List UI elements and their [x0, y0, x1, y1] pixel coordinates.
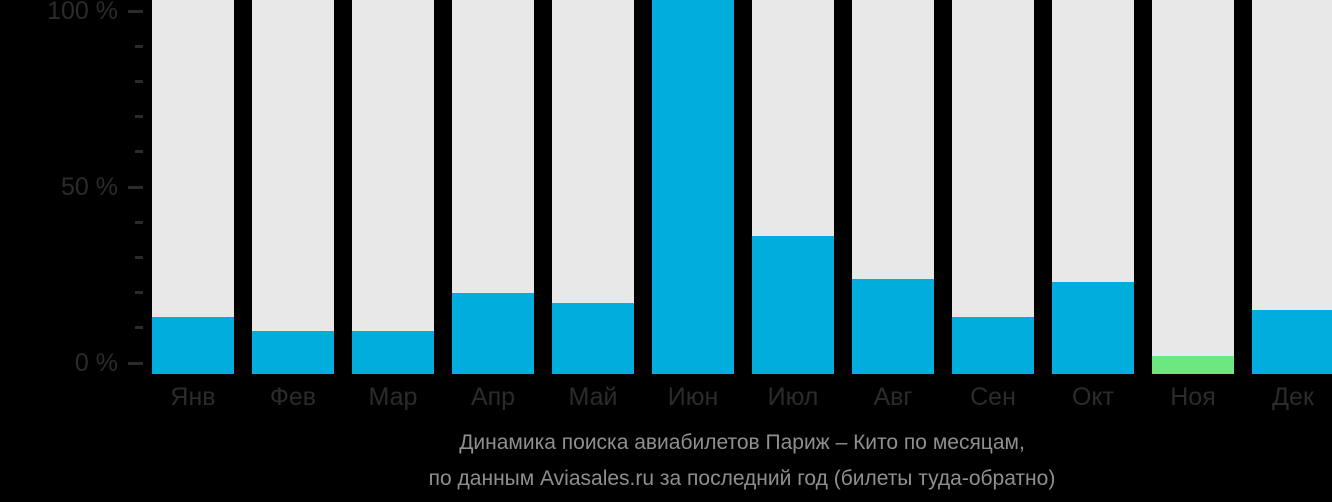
y-axis-major-tick: [128, 9, 143, 13]
bar-fill: [1252, 310, 1332, 374]
y-axis-minor-tick: [135, 255, 143, 259]
x-axis-label-Сен: Сен: [970, 383, 1016, 411]
x-axis-label-Май: Май: [568, 383, 618, 411]
bar-track: [152, 0, 234, 374]
bar-fill: [1052, 282, 1134, 374]
bar-Янв: [152, 0, 234, 374]
y-axis-minor-tick: [135, 220, 143, 224]
y-axis-minor-tick: [135, 115, 143, 119]
bar-fill: [152, 317, 234, 374]
bar-fill-highlight: [1152, 356, 1234, 374]
bar-track: [1152, 0, 1234, 374]
bar-Май: [552, 0, 634, 374]
plot-area: [152, 0, 1332, 374]
y-axis-label: 50 %: [61, 173, 118, 201]
bar-Ноя: [1152, 0, 1234, 374]
caption-line-2: по данным Aviasales.ru за последний год …: [428, 467, 1056, 490]
chart-caption: Динамика поиска авиабилетов Париж – Кито…: [152, 429, 1332, 493]
bar-fill: [852, 279, 934, 374]
bar-track: [352, 0, 434, 374]
bar-Сен: [952, 0, 1034, 374]
bar-fill: [952, 317, 1034, 374]
y-axis-minor-tick: [135, 150, 143, 154]
y-axis-label: 100 %: [47, 0, 118, 25]
x-axis-label-Фев: Фев: [269, 383, 317, 411]
bar-Фев: [252, 0, 334, 374]
bar-Апр: [452, 0, 534, 374]
bar-Июн: [652, 0, 734, 374]
x-axis-label-Ноя: Ноя: [1170, 383, 1216, 411]
x-axis-label-Янв: Янв: [170, 383, 216, 411]
y-axis-label: 0 %: [74, 349, 118, 377]
y-axis-minor-tick: [135, 291, 143, 295]
bar-track: [952, 0, 1034, 374]
y-axis-minor-tick: [135, 79, 143, 83]
bar-fill: [652, 0, 734, 374]
bar-fill: [252, 331, 334, 374]
bar-fill: [452, 293, 534, 374]
x-axis-label-Апр: Апр: [470, 383, 516, 411]
y-axis-minor-tick: [135, 44, 143, 48]
y-axis-minor-tick: [135, 326, 143, 330]
bar-fill: [352, 331, 434, 374]
bar-Авг: [852, 0, 934, 374]
bar-Дек: [1252, 0, 1332, 374]
x-axis-label-Июн: Июн: [667, 383, 719, 411]
bar-fill: [752, 236, 834, 374]
caption-line-1: Динамика поиска авиабилетов Париж – Кито…: [459, 431, 1025, 454]
x-axis-label-Июл: Июл: [767, 383, 819, 411]
x-axis-label-Мар: Мар: [368, 383, 418, 411]
y-axis-major-tick: [128, 361, 143, 365]
x-axis-label-Авг: Авг: [873, 383, 913, 411]
bar-Окт: [1052, 0, 1134, 374]
x-axis-label-Окт: Окт: [1071, 383, 1115, 411]
y-axis-major-tick: [128, 185, 143, 189]
bar-Июл: [752, 0, 834, 374]
bar-fill: [552, 303, 634, 374]
bar-track: [252, 0, 334, 374]
bar-Мар: [352, 0, 434, 374]
x-axis-label-Дек: Дек: [1272, 383, 1314, 411]
